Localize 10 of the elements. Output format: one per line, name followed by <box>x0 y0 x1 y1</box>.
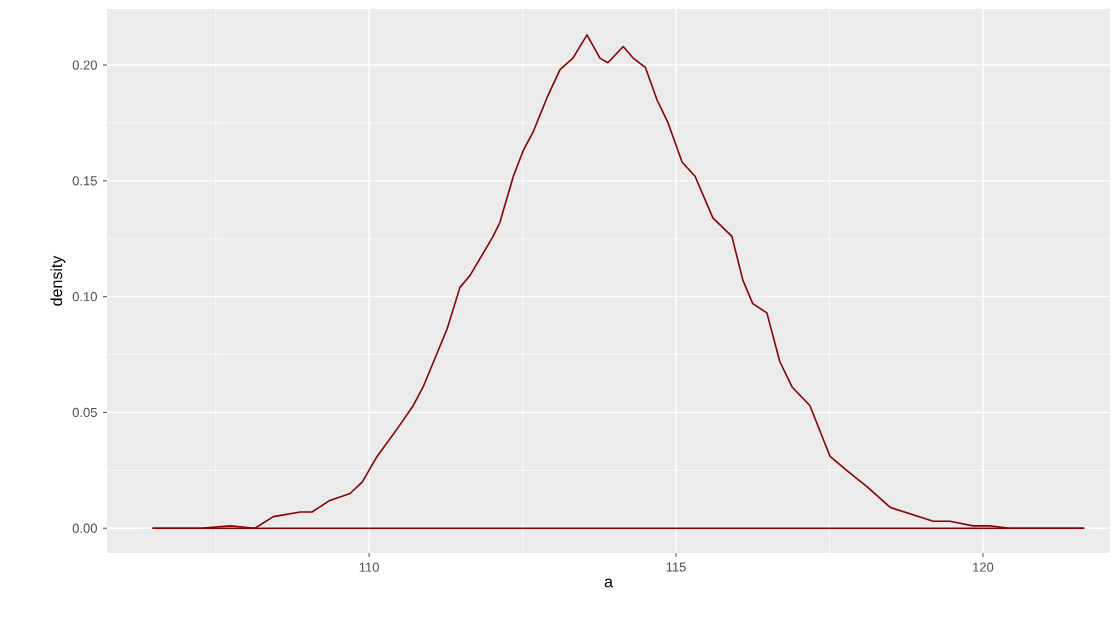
x-tick-label: 115 <box>666 562 686 572</box>
x-tick-label: 120 <box>973 562 994 572</box>
y-axis-title: density <box>50 255 66 306</box>
y-tick-label: 0.15 <box>72 176 97 186</box>
x-tick-label: 110 <box>359 562 379 572</box>
y-tick-label: 0.00 <box>72 523 97 533</box>
x-axis-title: a <box>604 578 613 588</box>
y-tick-label: 0.05 <box>72 407 97 418</box>
y-tick-label: 0.10 <box>72 292 97 302</box>
y-tick-label: 0.20 <box>72 60 97 70</box>
